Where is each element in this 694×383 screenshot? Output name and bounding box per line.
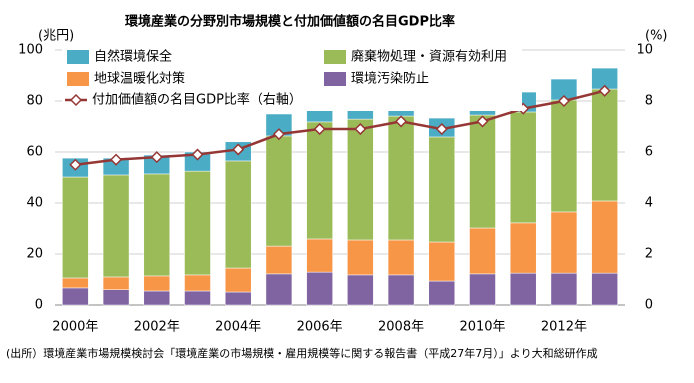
y2-tick-label: 8	[645, 94, 653, 109]
line-marker	[232, 143, 245, 156]
legend-label: 環境汚染防止	[351, 71, 429, 87]
bar-segment	[550, 211, 578, 274]
line-marker	[476, 115, 489, 128]
bar-segment	[509, 111, 537, 224]
line-marker	[191, 148, 204, 161]
line-marker	[435, 122, 448, 136]
y-tick-label: 80	[26, 94, 43, 109]
bar-segment	[62, 287, 89, 306]
bar-segment	[387, 274, 415, 306]
y-tick-label: 40	[26, 196, 43, 211]
y-tick-label: 100	[18, 43, 43, 58]
legend-label: 地球温暖化対策	[94, 71, 185, 87]
y2-tick-label: 4	[645, 196, 653, 211]
y-tick-label: 0	[35, 298, 43, 313]
bar-segment	[102, 289, 130, 306]
bar-segment	[62, 277, 89, 289]
x-tick-label: 2010年	[459, 320, 505, 335]
legend-swatch	[324, 72, 346, 86]
line-marker	[150, 151, 163, 164]
bar-segment	[62, 176, 89, 279]
line-marker	[110, 153, 123, 166]
bar-segment	[591, 272, 618, 306]
bar-segment	[428, 241, 456, 282]
y-axis-label: (兆円)	[38, 29, 74, 44]
bar-segment	[469, 273, 496, 306]
line-marker	[557, 94, 570, 108]
bar-segment	[509, 222, 537, 274]
bar-segment	[102, 276, 130, 290]
bar-segment	[347, 118, 374, 241]
y2-tick-label: 10	[636, 43, 653, 58]
legend-label: 自然環境保全	[94, 49, 172, 65]
x-tick-label: 2008年	[378, 320, 424, 335]
bar-segment	[387, 115, 415, 241]
bar-segment	[184, 290, 211, 306]
bar-segment	[306, 238, 333, 273]
line-marker	[69, 158, 82, 171]
bar-segment	[224, 160, 252, 269]
legend-label: 付加価値額の名目GDP比率（右軸）	[92, 92, 302, 108]
legend-box	[62, 45, 522, 111]
bar-segment	[387, 239, 415, 276]
x-tick-label: 2002年	[134, 320, 180, 335]
bar-segment	[509, 272, 537, 306]
bar-segment	[550, 99, 578, 213]
line-marker	[598, 84, 611, 97]
bar-segment	[102, 174, 130, 278]
legend-swatch	[324, 50, 346, 64]
bar-segment	[306, 271, 333, 306]
legend-swatch	[69, 93, 83, 107]
bar-segment	[591, 200, 618, 274]
source-note: (出所）環境産業市場規模検討会「環境産業の市場規模・雇用規模等に関する報告書（平…	[6, 346, 598, 360]
bar-segment	[428, 280, 456, 306]
bar-segment	[469, 114, 496, 229]
bar-segment	[143, 275, 171, 292]
x-tick-label: 2012年	[541, 320, 587, 335]
bar-segment	[265, 135, 293, 247]
x-tick-label: 2000年	[52, 320, 98, 335]
bar-segment	[184, 170, 211, 276]
y2-tick-label: 0	[645, 298, 653, 313]
line-marker	[272, 128, 285, 141]
line-marker	[395, 115, 408, 128]
bar-segment	[224, 267, 252, 293]
legend-label: 廃棄物処理・資源有効利用	[351, 49, 507, 65]
bar-segment	[550, 272, 578, 306]
line-marker	[313, 122, 326, 136]
x-tick-label: 2004年	[215, 320, 261, 335]
bar-segment	[224, 291, 252, 306]
y2-tick-label: 2	[645, 247, 653, 262]
y2-axis-label: (%)	[645, 29, 668, 44]
legend-swatch	[67, 50, 89, 64]
bar-segment	[184, 274, 211, 292]
bar-segment	[469, 227, 496, 275]
chart-title: 環境産業の分野別市場規模と付加価値額の名目GDP比率	[125, 14, 455, 30]
bar-segment	[265, 245, 293, 275]
bar-segment	[347, 274, 374, 306]
bar-segment	[306, 121, 333, 240]
legend-swatch	[67, 72, 89, 86]
bar-segment	[143, 290, 171, 306]
y2-tick-label: 6	[645, 145, 653, 160]
bar-segment	[428, 136, 456, 243]
bar-segment	[591, 88, 618, 202]
x-tick-label: 2006年	[297, 320, 343, 335]
bar-segment	[143, 173, 171, 277]
y-tick-label: 60	[26, 145, 43, 160]
line-marker	[354, 122, 367, 136]
bar-segment	[347, 239, 374, 276]
y-tick-label: 20	[26, 247, 43, 262]
bar-segment	[265, 273, 293, 306]
